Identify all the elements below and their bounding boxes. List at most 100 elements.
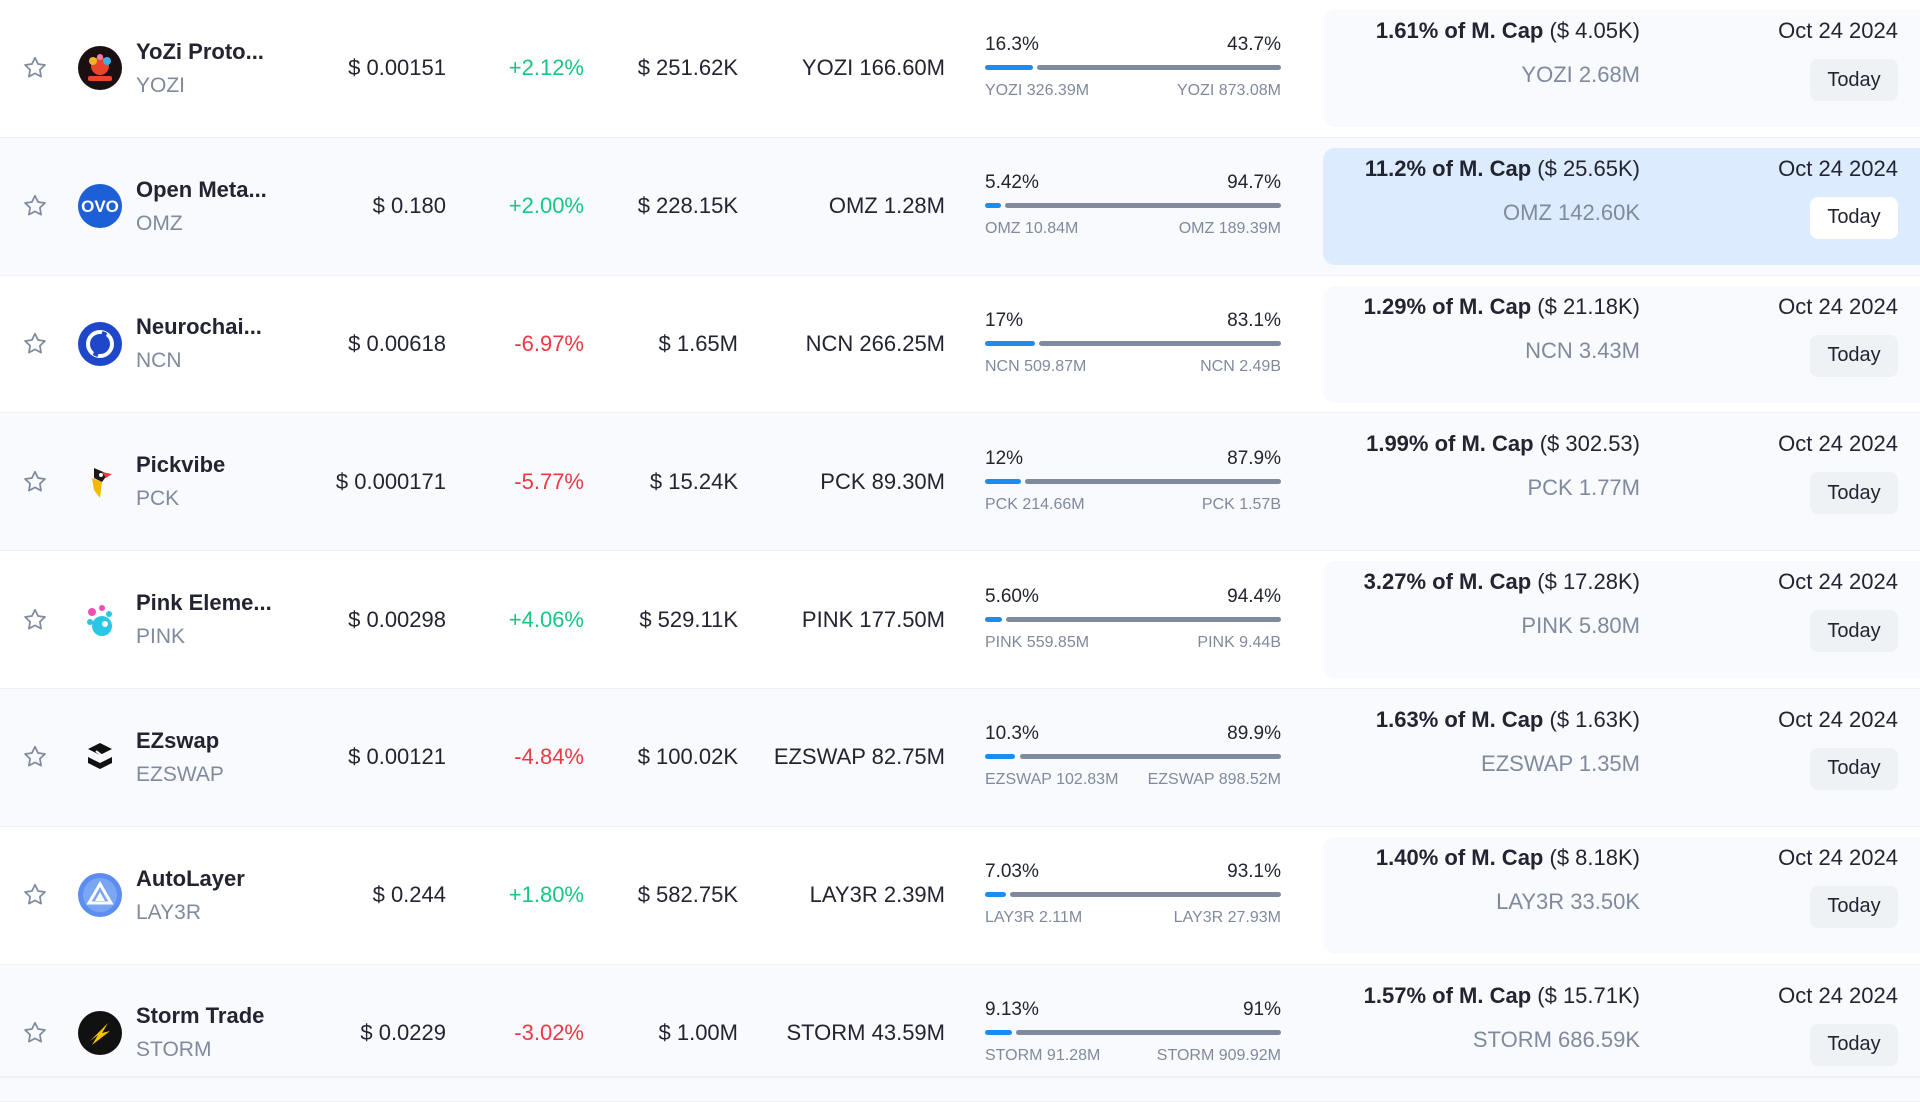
- table-row[interactable]: Pink Eleme... PINK $ 0.00298 +4.06% $ 52…: [0, 551, 1920, 689]
- coin-cell[interactable]: EZswap EZSWAP: [78, 689, 298, 826]
- coin-name[interactable]: Pickvibe: [136, 452, 226, 478]
- favorite-star-button[interactable]: [18, 276, 52, 413]
- locked-percent: 91%: [1242, 998, 1281, 1020]
- coin-cell[interactable]: OVO Open Meta... OMZ: [78, 138, 298, 275]
- favorite-star-button[interactable]: [18, 413, 52, 550]
- price-change-24h: +2.00%: [508, 193, 584, 219]
- unlock-value: ($ 1.63K): [1549, 706, 1641, 732]
- favorite-star-button[interactable]: [18, 138, 52, 275]
- coin-cell[interactable]: YoZi Proto... YOZI: [78, 0, 298, 137]
- unlocked-amount: NCN 509.87M: [985, 357, 1087, 375]
- today-button[interactable]: Today: [1810, 1023, 1898, 1066]
- today-button[interactable]: Today: [1810, 196, 1898, 239]
- unlock-market-cap-share: 1.63% of M. Cap ($ 1.63K): [1376, 707, 1640, 733]
- volume-24h: $ 529.11K: [639, 606, 738, 632]
- price-change-24h: +1.80%: [508, 882, 584, 908]
- coin-name[interactable]: Storm Trade: [136, 1003, 265, 1029]
- circulating-supply: YOZI 166.60M: [801, 55, 945, 81]
- next-unlock-card[interactable]: 1.40% of M. Cap ($ 8.18K) LAY3R 33.50K O…: [1323, 836, 1920, 954]
- coin-name[interactable]: AutoLayer: [136, 865, 245, 891]
- next-unlock-card[interactable]: 1.99% of M. Cap ($ 302.53) PCK 1.77M Oct…: [1323, 423, 1920, 541]
- coin-cell[interactable]: AutoLayer LAY3R: [78, 827, 298, 964]
- coin-cell[interactable]: Pink Eleme... PINK: [78, 551, 298, 688]
- unlock-value: ($ 8.18K): [1549, 844, 1641, 870]
- next-unlock-card[interactable]: 11.2% of M. Cap ($ 25.65K) OMZ 142.60K O…: [1323, 147, 1920, 265]
- coin-cell[interactable]: Pickvibe PCK: [78, 413, 298, 550]
- today-button[interactable]: Today: [1810, 747, 1898, 790]
- table-row[interactable]: YoZi Proto... YOZI $ 0.00151 +2.12% $ 25…: [0, 0, 1920, 138]
- favorite-star-button[interactable]: [18, 0, 52, 137]
- favorite-star-button[interactable]: [18, 689, 52, 826]
- coin-symbol: PCK: [136, 487, 180, 511]
- unlocked-percent: 12%: [985, 447, 1024, 469]
- coin-symbol: OMZ: [136, 211, 183, 235]
- coin-name[interactable]: Pink Eleme...: [136, 590, 272, 616]
- yozi-logo-icon: [78, 46, 122, 91]
- progress-bar-unlocked: [985, 203, 1002, 209]
- coin-cell[interactable]: Storm Trade STORM: [78, 965, 298, 1102]
- unlock-market-cap-share: 11.2% of M. Cap ($ 25.65K): [1365, 156, 1640, 182]
- progress-bar: [985, 1029, 1281, 1035]
- price: $ 0.000171: [335, 468, 446, 494]
- coin-symbol: PINK: [136, 625, 186, 649]
- circulating-supply: STORM 43.59M: [786, 1019, 945, 1045]
- coin-name[interactable]: YoZi Proto...: [136, 38, 264, 64]
- today-button[interactable]: Today: [1810, 610, 1898, 653]
- unlock-date: Oct 24 2024: [1778, 431, 1898, 457]
- unlocked-amount: YOZI 326.39M: [985, 82, 1090, 100]
- unlocked-amount: PINK 559.85M: [985, 633, 1090, 651]
- progress-bar: [985, 754, 1281, 760]
- table-row[interactable]: OVO Open Meta... OMZ $ 0.180 +2.00% $ 22…: [0, 137, 1920, 276]
- locked-amount: LAY3R 27.93M: [1173, 909, 1281, 927]
- next-unlock-card[interactable]: 1.61% of M. Cap ($ 4.05K) YOZI 2.68M Oct…: [1323, 10, 1920, 127]
- price-change-24h: -6.97%: [514, 330, 584, 356]
- progress-bar-unlocked: [985, 1029, 1013, 1035]
- unlock-market-cap-share: 1.29% of M. Cap ($ 21.18K): [1364, 294, 1640, 320]
- unlock-market-cap-share: 1.57% of M. Cap ($ 15.71K): [1364, 983, 1640, 1009]
- next-unlock-card[interactable]: 1.29% of M. Cap ($ 21.18K) NCN 3.43M Oct…: [1323, 285, 1920, 403]
- today-button[interactable]: Today: [1810, 334, 1898, 377]
- table-row[interactable]: Storm Trade STORM $ 0.0229 -3.02% $ 1.00…: [0, 964, 1920, 1102]
- locked-percent: 43.7%: [1227, 34, 1281, 56]
- next-unlock-card[interactable]: 1.63% of M. Cap ($ 1.63K) EZSWAP 1.35M O…: [1323, 698, 1920, 816]
- today-button[interactable]: Today: [1810, 885, 1898, 928]
- unlock-progress: 17% 83.1% NCN 509.87M NCN 2.49B: [985, 276, 1281, 413]
- price-change-24h: -5.77%: [514, 468, 584, 494]
- unlocked-percent: 17%: [985, 309, 1024, 331]
- coin-symbol: EZSWAP: [136, 762, 224, 786]
- progress-bar-unlocked: [985, 65, 1034, 71]
- progress-bar-locked: [1037, 65, 1281, 71]
- today-button[interactable]: Today: [1810, 59, 1898, 101]
- table-row[interactable]: AutoLayer LAY3R $ 0.244 +1.80% $ 582.75K…: [0, 826, 1920, 965]
- next-unlock-card[interactable]: 3.27% of M. Cap ($ 17.28K) PINK 5.80M Oc…: [1323, 561, 1920, 679]
- progress-bar: [985, 340, 1281, 346]
- autolayer-logo-icon: [78, 873, 122, 918]
- today-button[interactable]: Today: [1810, 472, 1898, 515]
- coin-name[interactable]: EZswap: [136, 727, 220, 753]
- favorite-star-button[interactable]: [18, 965, 52, 1102]
- coin-name[interactable]: Neurochai...: [136, 314, 262, 340]
- unlock-date: Oct 24 2024: [1778, 982, 1898, 1008]
- locked-amount: NCN 2.49B: [1200, 357, 1281, 375]
- volume-24h: $ 228.15K: [637, 193, 738, 219]
- unlocked-percent: 10.3%: [985, 723, 1039, 745]
- volume-24h: $ 582.75K: [637, 882, 738, 908]
- favorite-star-button[interactable]: [18, 827, 52, 964]
- table-row[interactable]: EZswap EZSWAP $ 0.00121 -4.84% $ 100.02K…: [0, 688, 1920, 827]
- coin-name[interactable]: Open Meta...: [136, 176, 267, 202]
- unlock-date: Oct 24 2024: [1778, 293, 1898, 319]
- locked-amount: EZSWAP 898.52M: [1147, 771, 1281, 789]
- favorite-star-button[interactable]: [18, 551, 52, 688]
- unlock-amount: OMZ 142.60K: [1503, 199, 1640, 225]
- circulating-supply: OMZ 1.28M: [828, 193, 945, 219]
- coin-symbol: YOZI: [136, 73, 186, 97]
- coin-cell[interactable]: Neurochai... NCN: [78, 276, 298, 413]
- table-row[interactable]: Neurochai... NCN $ 0.00618 -6.97% $ 1.65…: [0, 275, 1920, 414]
- locked-amount: PINK 9.44B: [1197, 633, 1281, 651]
- unlock-date: Oct 24 2024: [1778, 18, 1898, 43]
- progress-bar-locked: [1009, 892, 1281, 898]
- unlock-market-cap-share: 1.40% of M. Cap ($ 8.18K): [1376, 845, 1640, 871]
- unlock-amount: EZSWAP 1.35M: [1481, 750, 1640, 776]
- table-row[interactable]: Pickvibe PCK $ 0.000171 -5.77% $ 15.24K …: [0, 413, 1920, 552]
- next-unlock-card[interactable]: 1.57% of M. Cap ($ 15.71K) STORM 686.59K…: [1323, 974, 1920, 1092]
